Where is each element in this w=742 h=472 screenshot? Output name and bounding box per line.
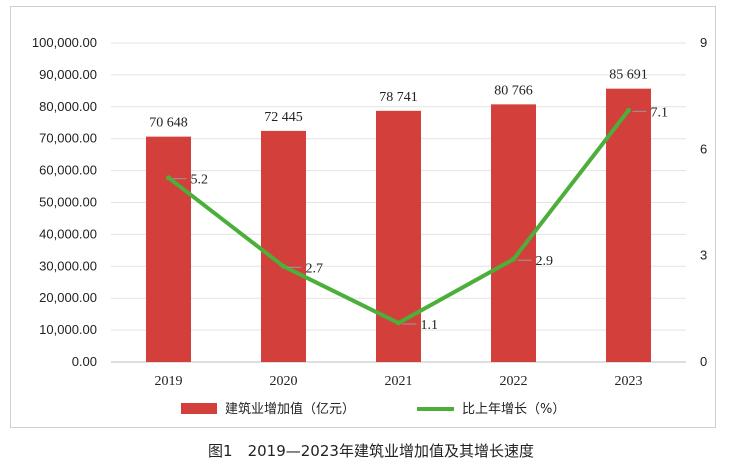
category-label: 2023 (615, 374, 643, 389)
left-tick-label: 10,000.00 (39, 322, 97, 337)
combo-chart: 0.00 10,000.00 20,000.00 30,000.00 40,000.00… (32, 35, 707, 417)
category-label: 2020 (270, 374, 298, 389)
left-tick-label: 80,000.00 (39, 99, 97, 114)
legend-line-label: 比上年增长（%） (462, 402, 565, 417)
bar (376, 110, 421, 362)
legend-bar-label: 建筑业增加值（亿元） (225, 401, 355, 417)
bar (146, 136, 191, 362)
left-tick-label: 100,000.00 (32, 35, 97, 50)
left-tick-label: 60,000.00 (39, 163, 97, 178)
line-series: 5.2 2.7 1.1 2.9 7.1 (166, 105, 668, 333)
line-data-label: 1.1 (421, 318, 439, 333)
left-tick-label: 90,000.00 (39, 67, 97, 82)
chart-frame: 0.00 10,000.00 20,000.00 30,000.00 40,000.00… (10, 6, 716, 428)
right-tick-label: 3 (700, 248, 707, 263)
left-axis-ticks: 0.00 10,000.00 20,000.00 30,000.00 40,000.00… (32, 35, 97, 369)
line-data-label: 7.1 (651, 105, 669, 120)
line-point (396, 320, 401, 326)
line-point (511, 256, 516, 262)
figure-caption: 图1 2019—2023年建筑业增加值及其增长速度 (208, 442, 534, 460)
line-data-label: 2.7 (306, 261, 324, 276)
bar (491, 104, 536, 363)
category-axis-labels: 2019 2020 2021 2022 2023 (155, 374, 643, 389)
legend: 建筑业增加值（亿元） 比上年增长（%） (181, 401, 565, 417)
category-label: 2022 (500, 374, 528, 389)
left-tick-label: 30,000.00 (39, 258, 97, 273)
left-tick-label: 20,000.00 (39, 290, 97, 305)
right-tick-label: 0 (700, 354, 707, 369)
bar-series: 70 648 72 445 78 741 80 766 85 691 (146, 68, 651, 363)
left-tick-label: 50,000.00 (39, 195, 97, 210)
line-data-label: 2.9 (536, 254, 554, 269)
left-tick-label: 70,000.00 (39, 131, 97, 146)
line-point (166, 175, 171, 181)
bar-data-label: 78 741 (379, 90, 418, 105)
category-label: 2021 (385, 374, 413, 389)
bar-data-label: 85 691 (609, 68, 648, 83)
bar (606, 88, 651, 362)
bar (261, 130, 306, 362)
bar-data-label: 72 445 (264, 110, 303, 125)
right-axis-ticks: 0 3 6 9 (700, 35, 707, 369)
line-point (626, 107, 631, 113)
bar-data-label: 70 648 (149, 116, 188, 131)
bar-data-label: 80 766 (494, 83, 533, 98)
legend-bar-swatch (181, 403, 217, 414)
right-tick-label: 9 (700, 35, 707, 50)
line-point (281, 263, 286, 269)
line-data-label: 5.2 (191, 173, 209, 188)
left-tick-label: 40,000.00 (39, 226, 97, 241)
category-label: 2019 (155, 374, 183, 389)
right-tick-label: 6 (700, 141, 707, 156)
left-tick-label: 0.00 (72, 354, 97, 369)
